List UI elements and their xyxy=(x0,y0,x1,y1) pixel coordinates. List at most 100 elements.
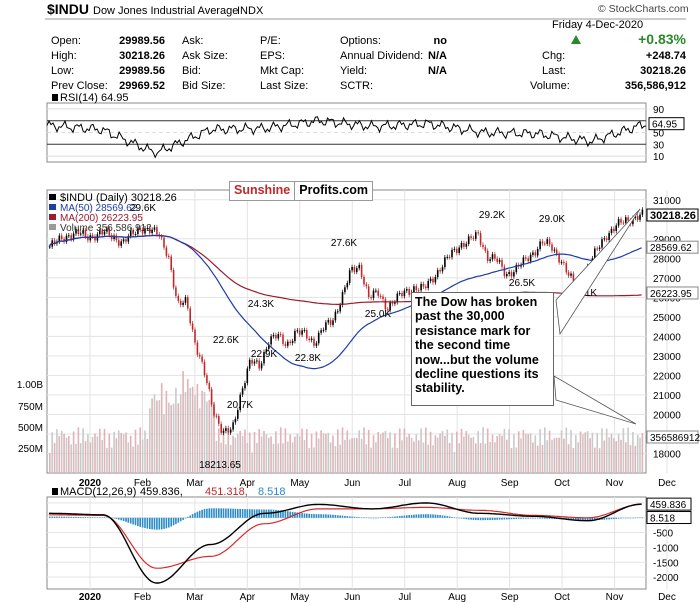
candle-body xyxy=(503,266,506,277)
candle-body xyxy=(422,284,425,287)
macd-histogram-bar xyxy=(56,516,58,518)
candle-body xyxy=(239,394,241,410)
macd-histogram-bar xyxy=(146,517,149,529)
macd-histogram-bar xyxy=(313,514,315,518)
volume-bar xyxy=(489,442,491,473)
candle-body xyxy=(301,330,303,335)
candle-body xyxy=(339,305,341,312)
macd-histogram-bar xyxy=(175,517,177,525)
volume-bar xyxy=(396,448,399,473)
candle-body xyxy=(444,257,446,268)
x-tick-label: Jun xyxy=(344,478,360,489)
volume-bar xyxy=(51,432,53,473)
price-legend-icon xyxy=(49,204,56,210)
volume-bar xyxy=(187,378,189,473)
macd-histogram-bar xyxy=(391,516,394,518)
macd-histogram-bar xyxy=(636,517,639,519)
macd-histogram-bar xyxy=(479,517,482,521)
macd-histogram-bar xyxy=(103,517,106,518)
candle-body xyxy=(570,273,572,276)
quote-label: Ask Size: xyxy=(182,50,228,62)
candle-body xyxy=(453,248,456,250)
macd-histogram-bar xyxy=(317,514,320,518)
macd-histogram-bar xyxy=(367,517,370,519)
candle-body xyxy=(127,236,130,242)
volume-bar xyxy=(70,444,72,473)
quote-value: N/A xyxy=(428,50,447,62)
candle-body xyxy=(68,235,70,237)
candle-body xyxy=(108,228,111,236)
macd-histogram-bar xyxy=(396,516,399,518)
candle-body xyxy=(213,404,215,416)
macd-histogram-bar xyxy=(215,508,218,518)
volume-bar xyxy=(429,431,432,473)
macd-histogram-bar xyxy=(375,517,377,519)
x-tick-label: Nov xyxy=(606,478,624,489)
volume-bar xyxy=(358,430,360,473)
candle-body xyxy=(248,359,251,369)
macd-histogram-bar xyxy=(458,517,460,519)
volume-bar xyxy=(149,408,151,473)
volume-bar xyxy=(306,429,308,473)
x-tick-label: May xyxy=(290,592,309,603)
candle-body xyxy=(284,343,287,346)
macd-histogram-bar xyxy=(99,517,101,518)
quote-label: Ask: xyxy=(182,35,203,47)
volume-bar xyxy=(103,428,106,473)
volume-bar xyxy=(639,437,641,473)
volume-bar xyxy=(444,435,446,473)
macd-histogram-bar xyxy=(84,517,87,518)
macd-histogram-bar xyxy=(444,515,446,518)
volume-bar xyxy=(232,435,234,473)
macd-histogram-bar xyxy=(448,516,451,518)
candle-body xyxy=(53,240,56,244)
macd-histogram-bar xyxy=(494,517,496,520)
candle-body xyxy=(49,246,51,248)
macd-histogram-bar xyxy=(501,517,503,520)
macd-histogram-bar xyxy=(453,517,456,518)
volume-bar xyxy=(522,430,525,473)
macd-histogram-bar xyxy=(639,517,641,519)
macd-histogram-bar xyxy=(225,508,227,518)
macd-histogram-bar xyxy=(577,517,579,520)
candle-body xyxy=(398,293,401,294)
macd-histogram-bar xyxy=(241,509,244,518)
macd-histogram-bar xyxy=(165,517,168,529)
macd-histogram-bar xyxy=(365,517,368,519)
macd-histogram-bar xyxy=(382,517,384,518)
volume-bar xyxy=(563,438,565,473)
candle-body xyxy=(636,216,639,220)
candle-body xyxy=(617,219,620,226)
volume-bar xyxy=(134,429,137,473)
macd-histogram-bar xyxy=(534,517,537,519)
candle-body xyxy=(515,264,518,273)
x-tick-label: Dec xyxy=(658,478,676,489)
price-right-label: 30218.26 xyxy=(650,210,696,222)
rsi-last-value: 64.95 xyxy=(652,120,677,131)
volume-bar xyxy=(384,430,387,473)
candle-body xyxy=(306,330,308,339)
volume-bar xyxy=(436,437,439,473)
candle-body xyxy=(144,228,146,234)
volume-bar xyxy=(303,439,306,473)
x-tick-label: Aug xyxy=(448,592,466,603)
candle-body xyxy=(294,331,296,342)
exchange: INDX xyxy=(237,5,264,17)
volume-bar xyxy=(218,428,220,473)
macd-histogram-bar xyxy=(484,517,487,521)
quote-label: High: xyxy=(51,50,77,62)
volume-bar xyxy=(477,431,479,473)
volume-bar xyxy=(608,437,610,473)
volume-bar xyxy=(586,431,589,473)
volume-bar xyxy=(560,430,563,473)
macd-histogram-bar xyxy=(334,515,337,518)
x-tick-label: 2020 xyxy=(79,478,102,489)
macd-histogram-bar xyxy=(229,508,232,518)
volume-bar xyxy=(282,443,284,473)
macd-histogram-bar xyxy=(498,517,501,520)
volume-bar xyxy=(417,440,420,473)
candle-body xyxy=(401,293,403,297)
candle-body xyxy=(484,247,487,251)
macd-histogram-bar xyxy=(525,517,527,519)
